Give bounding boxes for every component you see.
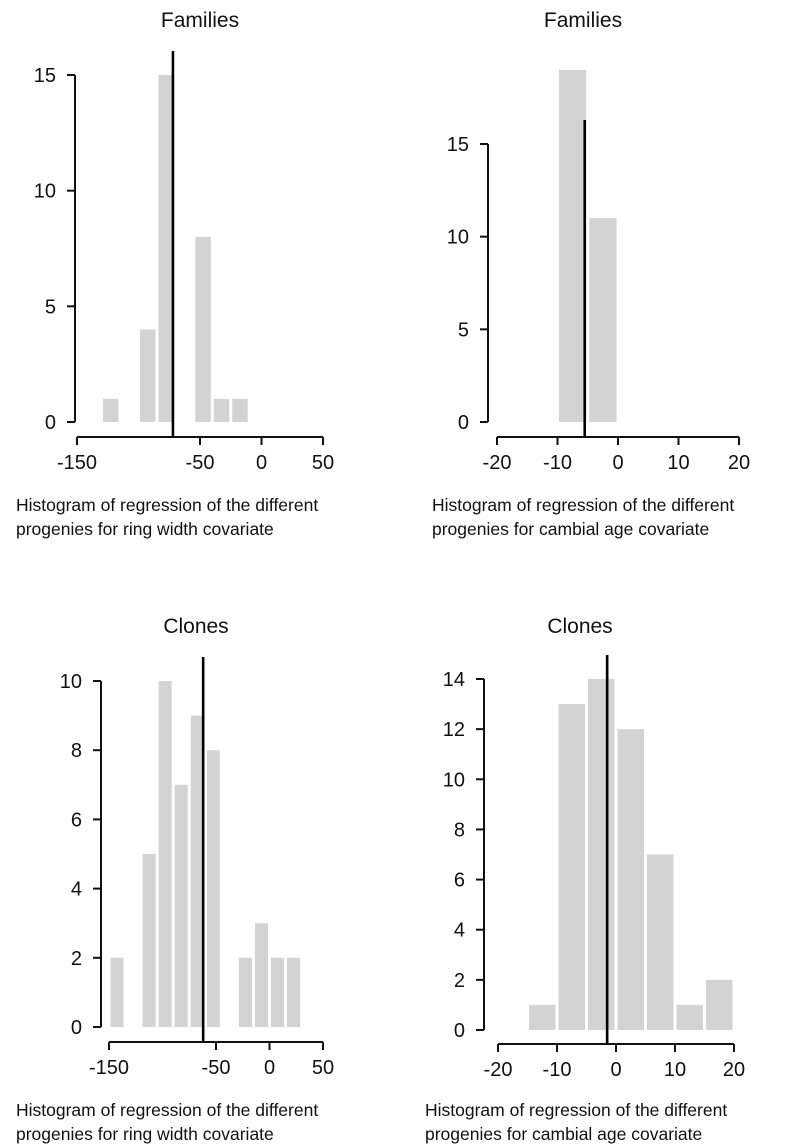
histogram-bar	[190, 715, 204, 1027]
x-tick-label: 10	[664, 1059, 686, 1081]
y-tick-label: 14	[443, 669, 465, 691]
y-tick-label: 8	[71, 740, 82, 762]
histogram-bar	[676, 1004, 703, 1030]
chart-caption-line: Histogram of regression of the different	[432, 495, 734, 515]
chart-title: Clones	[163, 615, 228, 638]
y-tick-label: 10	[447, 227, 469, 249]
histogram-bar	[158, 681, 172, 1027]
panel-families-ring-width: Families 0 5 10 15 -150 -50 0 50 Histogram of reg…	[16, 9, 334, 539]
y-tick-label: 0	[454, 1020, 465, 1042]
histogram-bar	[110, 957, 124, 1027]
chart-title: Families	[161, 9, 239, 32]
histogram-bar	[529, 1004, 556, 1030]
y-tick-label: 0	[45, 412, 56, 434]
y-tick-label: 10	[60, 671, 82, 693]
histogram-bar	[287, 957, 301, 1027]
y-tick-label: 10	[443, 769, 465, 791]
chart-caption-line: progenies for ring width covariate	[16, 1124, 274, 1144]
histogram-bar	[589, 218, 617, 422]
x-tick-label: -150	[57, 452, 97, 474]
histogram-bar	[617, 729, 644, 1030]
histogram-bar	[647, 854, 674, 1030]
histogram-bar	[232, 398, 248, 422]
x-tick-label: 50	[312, 452, 334, 474]
y-tick-label: 4	[454, 920, 465, 942]
histogram-bar	[103, 398, 119, 422]
x-tick-label: 0	[256, 452, 267, 474]
y-tick-label: 15	[34, 65, 56, 87]
histogram-bar	[158, 75, 174, 422]
chart-title: Families	[544, 9, 622, 32]
panel-clones-cambial-age: Clones 0 2 4 6 8 10 12 14 -20 -10 0 10 20 Histogram of…	[425, 615, 745, 1144]
y-tick-label: 2	[71, 948, 82, 970]
panel-families-cambial-age: Families 0 5 10 15 -20 -10 0 10 20 Histogram of re…	[432, 9, 750, 539]
y-tick-label: 5	[45, 296, 56, 318]
histogram-bar	[559, 69, 587, 422]
x-tick-label: 10	[667, 452, 689, 474]
x-tick-label: -20	[484, 1059, 513, 1081]
x-tick-label: -150	[89, 1057, 129, 1079]
histogram-bar	[558, 704, 585, 1030]
panel-clones-ring-width: Clones 0 2 4 6 8 10 -150 -50 0 50 Histogram of regr…	[16, 615, 334, 1144]
chart-caption-line: Histogram of regression of the different	[16, 495, 318, 515]
y-tick-label: 10	[34, 181, 56, 203]
histogram-bar	[271, 957, 285, 1027]
x-tick-label: 0	[610, 1059, 621, 1081]
x-tick-label: -10	[543, 452, 572, 474]
y-tick-label: 15	[447, 134, 469, 156]
histogram-bar	[142, 854, 156, 1027]
chart-caption-line: Histogram of regression of the different	[16, 1100, 318, 1120]
x-tick-label: 50	[312, 1057, 334, 1079]
y-tick-label: 5	[458, 319, 469, 341]
y-tick-label: 0	[71, 1017, 82, 1039]
x-tick-label: -50	[186, 452, 215, 474]
histogram-bar	[706, 979, 733, 1030]
y-tick-label: 4	[71, 879, 82, 901]
x-tick-label: 20	[723, 1059, 745, 1081]
chart-caption-line: progenies for cambial age covariate	[425, 1124, 702, 1144]
histogram-bar	[140, 329, 156, 422]
x-tick-label: -20	[483, 452, 512, 474]
x-tick-label: 20	[728, 452, 750, 474]
y-tick-label: 6	[454, 870, 465, 892]
histogram-bar	[238, 957, 252, 1027]
chart-caption-line: progenies for cambial age covariate	[432, 519, 709, 539]
y-tick-label: 12	[443, 719, 465, 741]
histogram-bar	[588, 679, 615, 1030]
y-tick-label: 2	[454, 970, 465, 992]
x-tick-label: 0	[612, 452, 623, 474]
histogram-bar	[206, 750, 220, 1027]
chart-caption-line: progenies for ring width covariate	[16, 519, 274, 539]
histogram-bar	[254, 923, 268, 1027]
y-tick-label: 8	[454, 819, 465, 841]
y-tick-label: 0	[458, 412, 469, 434]
x-tick-label: 0	[264, 1057, 275, 1079]
histogram-bar	[174, 784, 188, 1027]
histogram-bar	[213, 398, 230, 422]
chart-title: Clones	[547, 615, 612, 638]
y-tick-label: 6	[71, 809, 82, 831]
chart-caption-line: Histogram of regression of the different	[425, 1100, 727, 1120]
x-tick-label: -10	[543, 1059, 572, 1081]
x-tick-label: -50	[202, 1057, 231, 1079]
histogram-bar	[195, 236, 211, 422]
